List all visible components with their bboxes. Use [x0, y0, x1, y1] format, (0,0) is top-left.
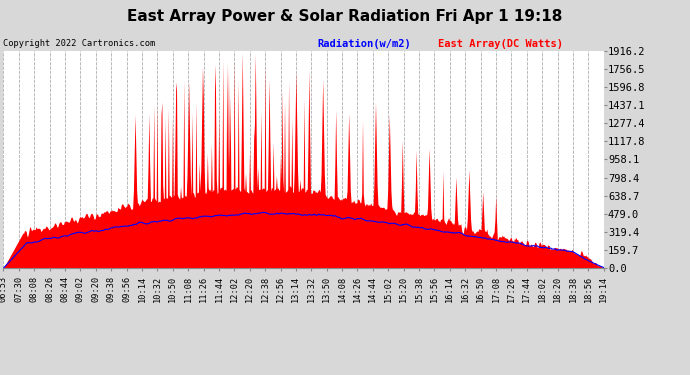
Text: Radiation(w/m2): Radiation(w/m2)	[317, 39, 411, 50]
Text: Copyright 2022 Cartronics.com: Copyright 2022 Cartronics.com	[3, 39, 156, 48]
Text: East Array(DC Watts): East Array(DC Watts)	[438, 39, 563, 50]
Text: East Array Power & Solar Radiation Fri Apr 1 19:18: East Array Power & Solar Radiation Fri A…	[128, 9, 562, 24]
